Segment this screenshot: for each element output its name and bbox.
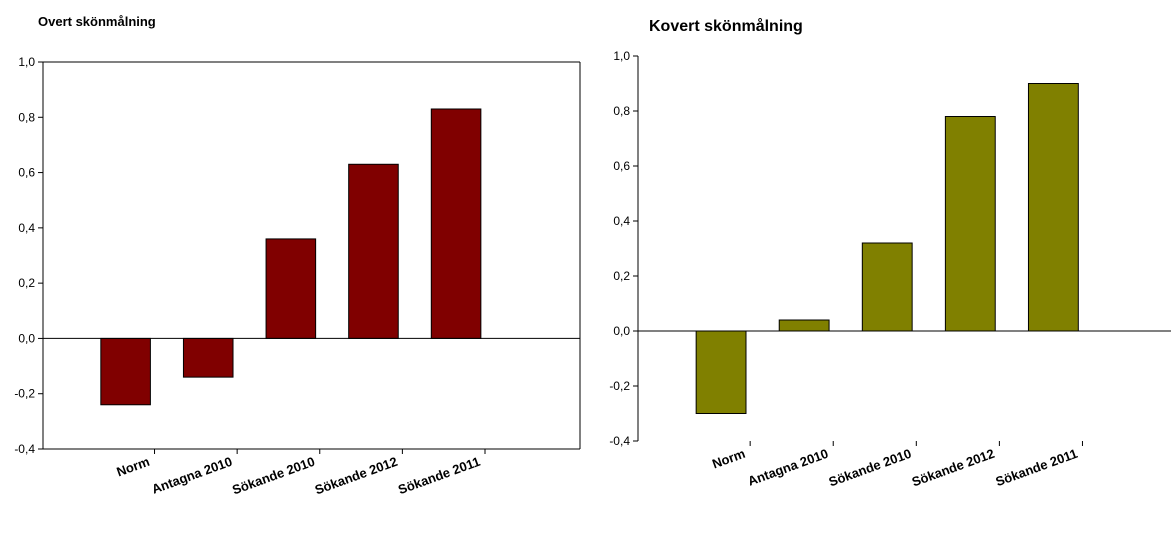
x-tick-label: Antagna 2010 bbox=[150, 454, 235, 497]
bar bbox=[265, 238, 317, 339]
bar bbox=[1027, 83, 1079, 332]
y-tick-label: 0,0 bbox=[18, 331, 35, 345]
y-tick-label: 1,0 bbox=[18, 55, 35, 69]
y-tick-label: 0,6 bbox=[613, 159, 630, 173]
x-tick-label: Sökande 2012 bbox=[313, 454, 400, 498]
y-tick-label: 0,2 bbox=[18, 276, 35, 290]
x-tick-label: Norm bbox=[710, 446, 747, 472]
y-tick-label: 0,6 bbox=[18, 166, 35, 180]
bar bbox=[100, 337, 151, 406]
chart-overt-svg: Overt skönmålning 1,0 0,8 0,6 0,4 0,2 0,0 -0,2… bbox=[14, 14, 581, 498]
y-tick-label: 0,4 bbox=[613, 214, 630, 228]
y-tick-label: 1,0 bbox=[613, 49, 630, 63]
bar bbox=[182, 337, 234, 378]
x-tick-label: Sökande 2010 bbox=[827, 446, 914, 490]
chart-title: Kovert skönmålning bbox=[649, 17, 803, 35]
y-tick-label: -0,2 bbox=[14, 387, 35, 401]
bar bbox=[695, 330, 747, 414]
y-tick-label: 0,2 bbox=[613, 269, 630, 283]
chart-overt: Overt skönmålning 1,0 0,8 0,6 0,4 0,2 0,0 -0,2… bbox=[0, 0, 585, 535]
x-tick-label: Norm bbox=[115, 454, 152, 480]
x-tick-label: Sökande 2011 bbox=[994, 446, 1080, 490]
bar bbox=[348, 163, 399, 339]
chart-kovert-svg: Kovert skönmålning 1,0 0,8 0,6 0,4 0,2 0,0 -0,… bbox=[609, 17, 1171, 490]
chart-title: Overt skönmålning bbox=[38, 14, 156, 29]
y-tick-label: 0,0 bbox=[613, 324, 630, 338]
y-tick-label: -0,2 bbox=[609, 379, 630, 393]
bar bbox=[430, 108, 482, 339]
x-tick-label: Antagna 2010 bbox=[746, 446, 831, 489]
y-tick-label: 0,8 bbox=[18, 110, 35, 124]
x-tick-label: Sökande 2011 bbox=[396, 454, 482, 498]
bar bbox=[944, 116, 996, 332]
y-tick-label: 0,8 bbox=[613, 104, 630, 118]
bar bbox=[778, 319, 830, 332]
x-tick-label: Sökande 2012 bbox=[910, 446, 997, 490]
y-tick-label: -0,4 bbox=[14, 442, 35, 456]
chart-kovert: Kovert skönmålning 1,0 0,8 0,6 0,4 0,2 0,0 -0,… bbox=[586, 0, 1171, 535]
bar bbox=[861, 242, 913, 332]
x-tick-label: Sökande 2010 bbox=[230, 454, 317, 498]
y-tick-label: 0,4 bbox=[18, 221, 35, 235]
y-tick-label: -0,4 bbox=[609, 434, 630, 448]
